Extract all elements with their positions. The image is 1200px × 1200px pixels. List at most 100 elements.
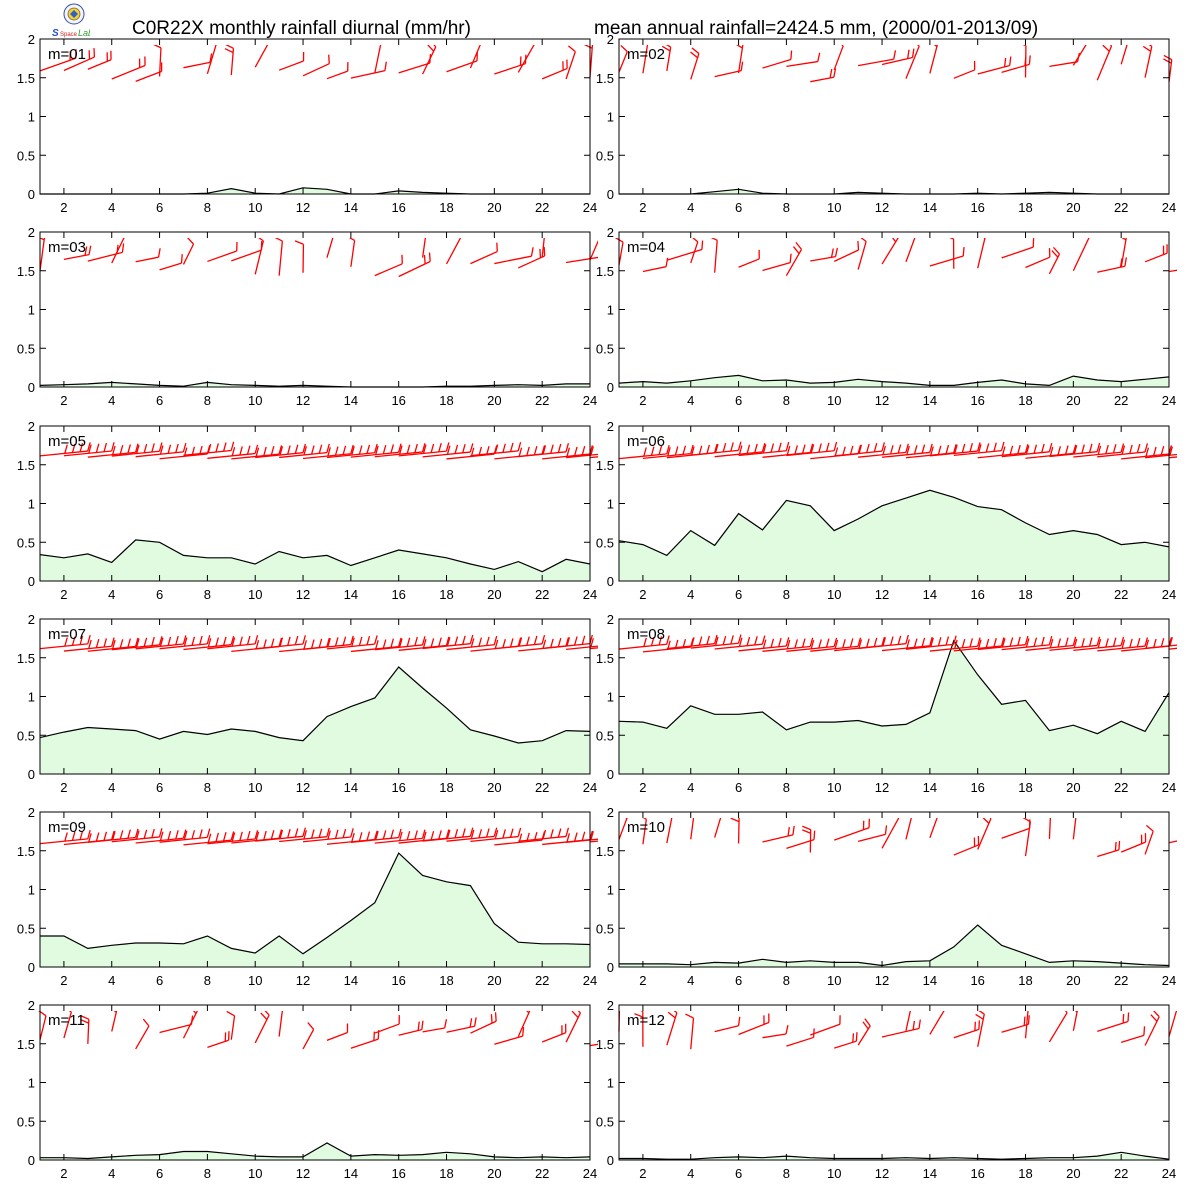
wind-barb-shaft <box>810 645 859 652</box>
wind-barb-flag <box>103 831 108 841</box>
wind-barb-flag <box>810 444 815 454</box>
wind-barb-shaft <box>159 1023 192 1034</box>
wind-barb-flag <box>834 639 839 649</box>
wind-barb-flag <box>390 638 395 648</box>
x-tick-label: 12 <box>875 973 889 988</box>
wind-barb-flag <box>1009 445 1014 455</box>
wind-barb-flag <box>526 1011 530 1014</box>
wind-barb-flag <box>127 638 131 648</box>
wind-barb-shaft <box>470 835 519 843</box>
x-tick-label: 10 <box>827 393 841 408</box>
wind-barb-flag <box>567 45 576 53</box>
wind-barb-flag <box>891 238 897 243</box>
y-tick-label: 0.5 <box>17 921 35 936</box>
x-tick-label: 18 <box>1018 200 1032 215</box>
y-tick-label: 0.5 <box>17 148 35 163</box>
panel-label: m=01 <box>48 46 86 63</box>
rain-area <box>40 539 590 581</box>
wind-barb-flag <box>557 828 562 838</box>
wind-barb-shaft <box>834 1040 857 1049</box>
wind-barb-flag <box>328 226 335 231</box>
wind-barb-shaft <box>279 836 327 843</box>
rain-line <box>39 666 591 744</box>
wind-barb-flag <box>1049 446 1054 456</box>
wind-barb-shaft <box>517 1011 531 1037</box>
wind-barb-flag <box>421 636 426 646</box>
wind-barb-flag <box>276 996 284 1000</box>
x-tick-label: 10 <box>827 973 841 988</box>
wind-barb-flag <box>881 636 886 646</box>
x-tick-label: 8 <box>204 780 211 795</box>
wind-barb-flag <box>770 443 775 453</box>
wind-barb-flag <box>1185 636 1187 645</box>
x-tick-label: 20 <box>1066 393 1080 408</box>
wind-barb-shaft <box>470 1020 497 1034</box>
wind-barb-flag <box>1033 444 1038 454</box>
wind-barb-shaft <box>1001 1023 1029 1033</box>
x-tick-label: 10 <box>248 200 262 215</box>
wind-barb-flag <box>111 830 115 840</box>
wind-barb-flag <box>754 443 758 453</box>
wind-barb-flag <box>722 635 727 645</box>
y-tick-label: 0 <box>28 767 35 782</box>
wind-barb-flag <box>1176 644 1177 645</box>
wind-barb-flag <box>714 443 719 453</box>
wind-barb-flag <box>215 832 219 842</box>
x-tick-label: 6 <box>156 973 163 988</box>
wind-barb-flag <box>962 246 965 257</box>
wind-barb-flag <box>778 442 782 452</box>
wind-barb-shaft <box>278 241 284 276</box>
wind-barb-shaft <box>1097 265 1126 273</box>
wind-barb-shaft <box>1048 253 1061 275</box>
wind-barb-flag <box>239 636 243 646</box>
wind-barb-shaft <box>1097 645 1146 652</box>
panel-label: m=12 <box>627 1012 665 1029</box>
wind-barb-flag <box>761 635 766 645</box>
wind-barb-shaft <box>738 450 787 457</box>
wind-barb-shaft <box>905 1011 911 1031</box>
wind-barb-shaft <box>39 57 76 72</box>
wind-barb-flag <box>673 1011 678 1014</box>
wind-barb-flag <box>692 238 699 243</box>
wind-barb-flag <box>1198 827 1199 836</box>
wind-barb-flag <box>590 831 594 841</box>
wind-barb-flag <box>494 1012 497 1022</box>
wind-barb-flag <box>334 637 339 647</box>
wind-barb-flag <box>1023 1016 1026 1026</box>
wind-barb-flag <box>1143 1026 1146 1036</box>
wind-barb-flag <box>738 637 743 647</box>
wind-barb-shaft <box>254 240 265 275</box>
panel-m=06: 00.511.522 4 6 8 10 12 14 16 18 20 22 24m=06 <box>596 419 1177 602</box>
wind-barb-flag <box>864 1018 871 1027</box>
wind-barb-flag <box>993 637 997 648</box>
y-tick-label: 1 <box>28 303 35 318</box>
wind-barb-flag <box>930 446 934 456</box>
wind-barb-shaft <box>642 819 647 845</box>
wind-barb-shaft <box>690 241 699 264</box>
wind-barb-shaft <box>255 835 304 842</box>
wind-barb-shaft <box>881 238 899 265</box>
wind-barb-flag <box>182 443 187 453</box>
wind-barb-flag <box>658 636 663 646</box>
wind-barb-flag <box>825 442 830 452</box>
wind-barb-flag <box>1000 441 1005 451</box>
wind-barb-flag <box>135 444 140 454</box>
wind-barb-shaft <box>738 1021 770 1036</box>
x-tick-label: 4 <box>108 393 115 408</box>
wind-barb-flag <box>278 445 283 455</box>
wind-barb-flag <box>866 638 870 648</box>
y-tick-label: 1 <box>607 110 614 125</box>
wind-barb-flag <box>550 829 554 839</box>
wind-barb-shaft <box>111 238 125 264</box>
x-tick-label: 2 <box>60 973 67 988</box>
wind-barb-shaft <box>589 456 598 459</box>
wind-barb-flag <box>95 832 100 842</box>
wind-barb-flag <box>1145 639 1150 649</box>
wind-barb-shaft <box>1168 269 1177 273</box>
wind-barb-flag <box>509 442 514 452</box>
wind-barb-shaft <box>618 453 667 460</box>
wind-barb-flag <box>730 818 740 823</box>
wind-barb-flag <box>581 831 586 841</box>
wind-barb-shaft <box>111 450 160 457</box>
wind-barb-flag <box>469 634 474 644</box>
